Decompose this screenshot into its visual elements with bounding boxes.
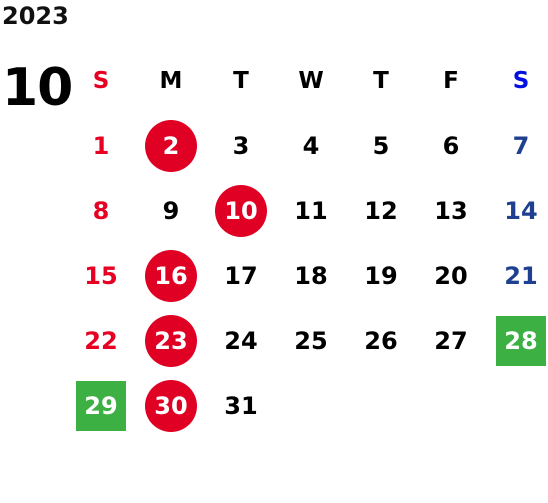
day-number: 17 [224,261,258,290]
day-number: 16 [145,249,197,302]
weekday-header-thu: T [373,67,389,94]
calendar-grid: S M T W T F S 1 2 3 4 5 6 7 8 9 10 11 12 13 14 15 16 17 1… [66,48,548,438]
day-number: 20 [434,261,468,290]
calendar-day[interactable]: 30 [136,373,206,438]
weekday-header-mon: M [159,67,183,94]
day-number: 6 [442,131,460,160]
day-number: 14 [504,196,538,225]
calendar-day[interactable]: 17 [206,243,276,308]
day-number: 29 [76,380,126,431]
day-number: 23 [145,314,197,367]
day-number: 4 [302,131,320,160]
calendar-day[interactable]: 23 [136,308,206,373]
weekday-header-tue: T [233,67,249,94]
calendar-day[interactable]: 9 [136,178,206,243]
calendar-day[interactable]: 31 [206,373,276,438]
day-number: 19 [364,261,398,290]
day-number: 18 [294,261,328,290]
calendar-day[interactable]: 12 [346,178,416,243]
calendar-day[interactable]: 22 [66,308,136,373]
day-number: 9 [162,196,180,225]
weekday-header-sun: S [92,67,110,94]
calendar-day[interactable]: 2 [136,113,206,178]
day-number: 27 [434,326,468,355]
day-number: 22 [84,326,118,355]
calendar-day[interactable]: 13 [416,178,486,243]
calendar-day[interactable]: 5 [346,113,416,178]
weekday-header-fri: F [443,67,459,94]
weekday-header-sat: S [512,67,530,94]
day-number: 26 [364,326,398,355]
day-number: 5 [372,131,390,160]
day-number: 8 [92,196,110,225]
day-number: 21 [504,261,538,290]
day-number: 31 [224,391,258,420]
calendar-day[interactable]: 15 [66,243,136,308]
calendar-day[interactable]: 28 [486,308,548,373]
year-label: 2023 [2,2,69,30]
calendar-day[interactable]: 3 [206,113,276,178]
calendar-day[interactable]: 8 [66,178,136,243]
calendar-day[interactable]: 14 [486,178,548,243]
day-number: 3 [232,131,250,160]
day-number: 1 [92,131,110,160]
calendar-day[interactable]: 19 [346,243,416,308]
calendar-day[interactable]: 29 [66,373,136,438]
calendar-day[interactable]: 26 [346,308,416,373]
calendar-day[interactable]: 27 [416,308,486,373]
calendar-day[interactable]: 24 [206,308,276,373]
day-number: 10 [215,184,267,237]
weekday-header-wed: W [298,67,324,94]
day-number: 7 [512,131,530,160]
calendar-day[interactable]: 4 [276,113,346,178]
day-number: 2 [145,119,197,172]
day-number: 12 [364,196,398,225]
day-number: 30 [145,379,197,432]
day-number: 15 [84,261,118,290]
day-number: 11 [294,196,328,225]
calendar-day[interactable]: 16 [136,243,206,308]
day-number: 24 [224,326,258,355]
calendar-day[interactable]: 21 [486,243,548,308]
month-label: 10 [2,58,73,118]
calendar-day[interactable]: 11 [276,178,346,243]
calendar-day[interactable]: 25 [276,308,346,373]
calendar-day[interactable]: 1 [66,113,136,178]
calendar-day[interactable]: 20 [416,243,486,308]
calendar-day[interactable]: 10 [206,178,276,243]
calendar-day[interactable]: 18 [276,243,346,308]
day-number: 25 [294,326,328,355]
day-number: 28 [496,315,546,366]
day-number: 13 [434,196,468,225]
calendar-day[interactable]: 6 [416,113,486,178]
calendar-day[interactable]: 7 [486,113,548,178]
